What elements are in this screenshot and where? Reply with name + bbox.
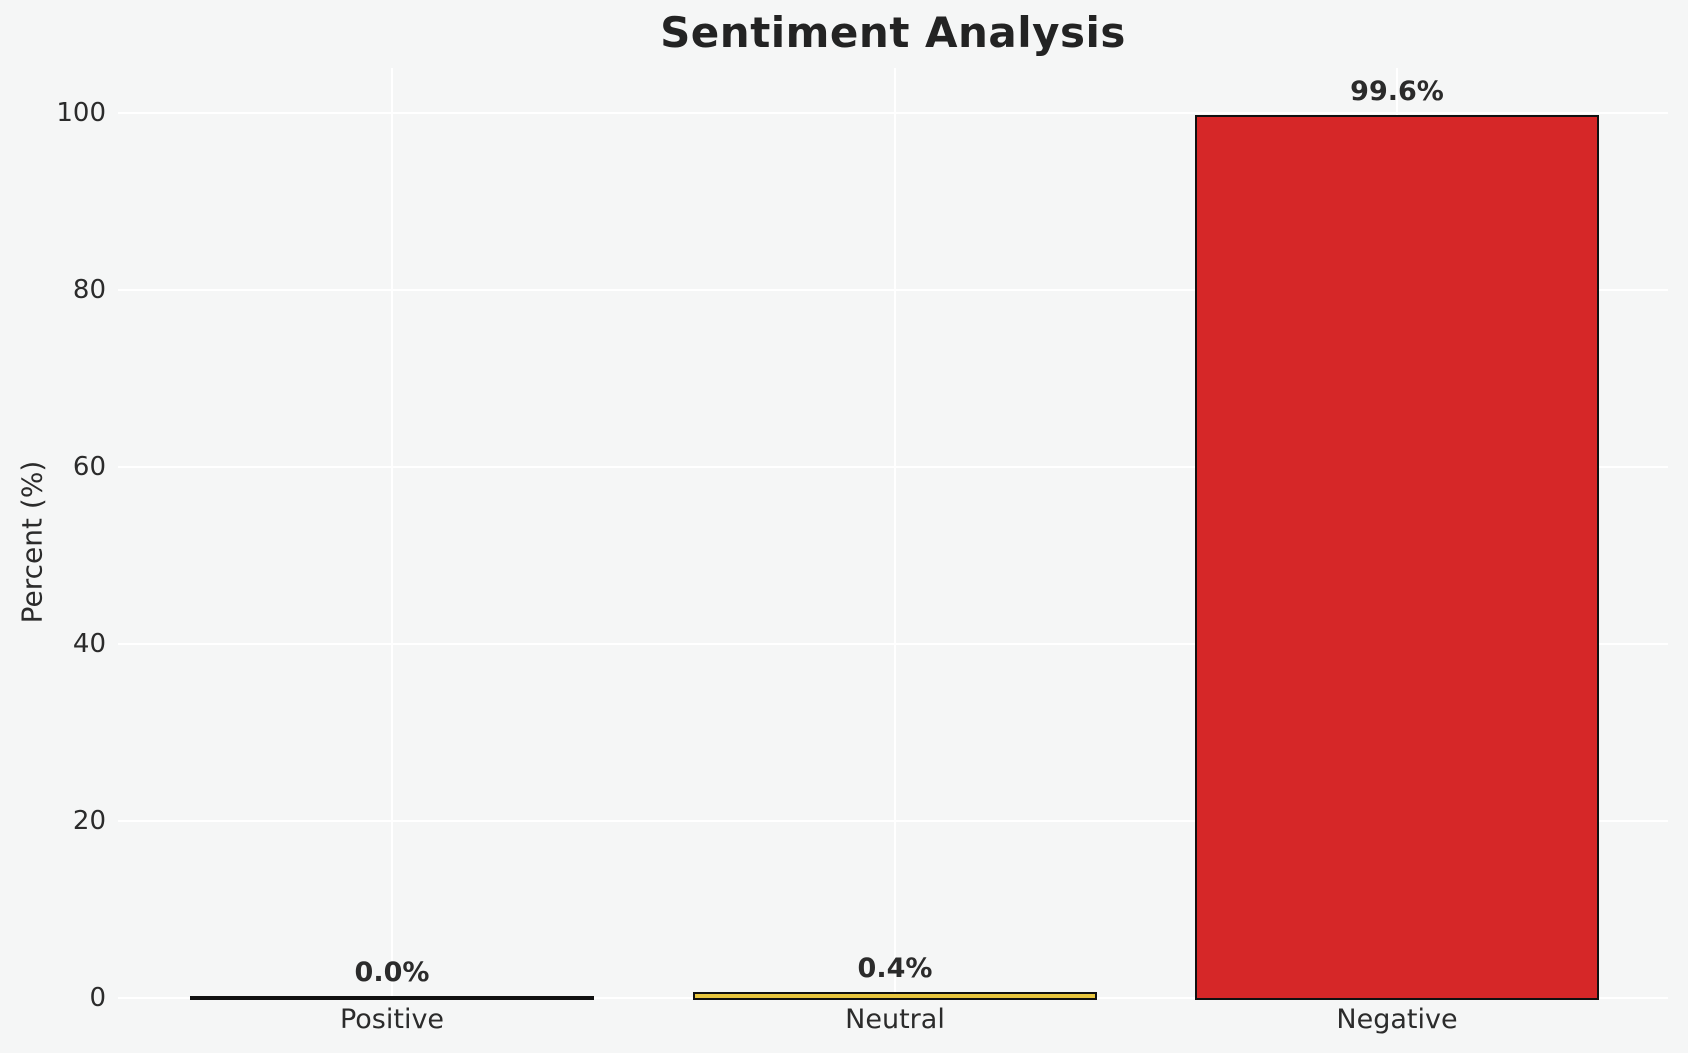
x-gridline-neutral (894, 68, 896, 998)
chart-title: Sentiment Analysis (660, 8, 1126, 57)
y-tick-label: 40 (72, 629, 106, 659)
y-tick-label: 20 (72, 806, 106, 836)
bar-positive (190, 996, 594, 1000)
y-tick-label: 0 (89, 983, 106, 1013)
y-gridline-60 (118, 466, 1668, 468)
x-gridline-positive (391, 68, 393, 998)
bar-value-label-neutral: 0.4% (857, 953, 933, 985)
bar-negative (1195, 114, 1599, 1000)
y-gridline-20 (118, 820, 1668, 822)
y-axis-label: Percent (%) (15, 460, 49, 624)
x-tick-label-positive: Positive (339, 1004, 445, 1035)
y-tick-label: 80 (72, 275, 106, 305)
bar-neutral (693, 992, 1097, 1000)
y-gridline-40 (118, 643, 1668, 645)
y-gridline-100 (118, 112, 1668, 114)
y-gridline-80 (118, 289, 1668, 291)
y-tick-label: 60 (72, 452, 106, 482)
x-tick-label-negative: Negative (1336, 1004, 1458, 1035)
bar-value-label-negative: 99.6% (1350, 75, 1444, 107)
x-tick-label-neutral: Neutral (845, 1004, 945, 1035)
bar-value-label-positive: 0.0% (354, 957, 430, 988)
y-tick-label: 100 (56, 98, 106, 128)
